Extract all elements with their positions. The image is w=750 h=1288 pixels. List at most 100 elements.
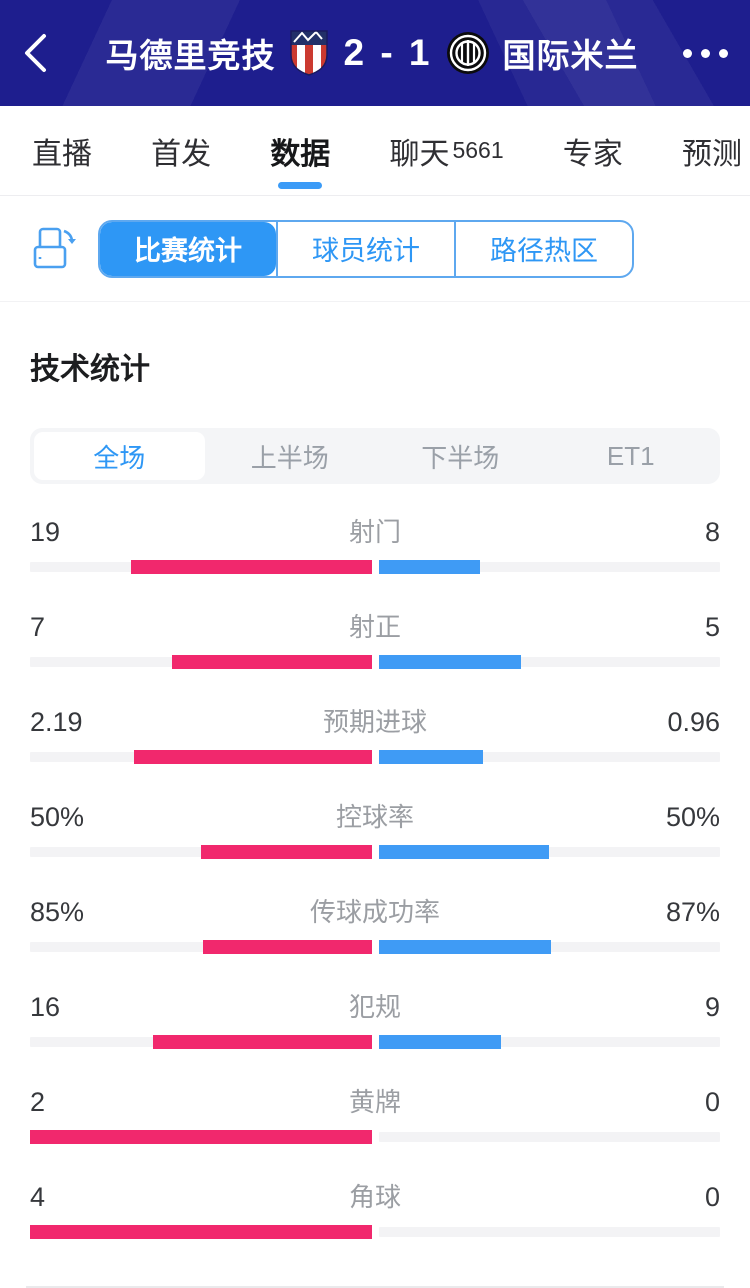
stat-bar — [30, 1130, 720, 1144]
nav-tabbar: 直播 首发 数据 聊天 5661 专家 预测 — [0, 106, 750, 196]
tab-live[interactable]: 直播 — [30, 106, 94, 195]
subtab-player-stats[interactable]: 球员统计 — [276, 221, 454, 276]
stat-row-shots-on-target: 7 射正 5 — [30, 593, 720, 688]
home-bar-fill — [134, 750, 372, 764]
home-value: 2 — [30, 1087, 46, 1117]
stat-bar — [30, 845, 720, 859]
period-tab-et1-label: ET1 — [606, 440, 655, 471]
away-bar-fill — [378, 845, 550, 859]
atletico-madrid-crest-icon — [290, 30, 329, 76]
stats-segmented-control: 比赛统计 球员统计 路径热区 — [98, 219, 634, 278]
rotate-screen-icon[interactable] — [30, 223, 82, 275]
tab-predict-label: 预测 — [681, 137, 742, 171]
away-bar-fill — [378, 750, 483, 764]
ellipsis-dot — [719, 48, 728, 58]
stats-list: 19 射门 8 7 射正 5 2.19 预期进球 0.96 — [30, 484, 720, 1258]
home-value: 50% — [30, 802, 85, 832]
more-options-button[interactable] — [676, 23, 728, 83]
tab-expert[interactable]: 专家 — [561, 106, 625, 195]
period-tab-second-half-label: 下半场 — [421, 442, 500, 473]
stat-bar — [30, 1225, 720, 1239]
stat-bar — [30, 560, 720, 574]
home-bar-fill — [152, 1035, 372, 1049]
tab-expert-label: 专家 — [562, 137, 623, 171]
stat-row-fouls: 16 犯规 9 — [30, 973, 720, 1068]
stat-bar — [30, 750, 720, 764]
inter-milan-logo-icon — [446, 32, 489, 74]
away-bar-fill — [378, 655, 521, 669]
home-value: 2.19 — [30, 707, 83, 737]
tab-chat[interactable]: 聊天 5661 — [387, 106, 505, 195]
home-bar-fill — [200, 845, 372, 859]
stat-row-pass-accuracy: 85% 传球成功率 87% — [30, 878, 720, 973]
tab-live-label: 直播 — [32, 137, 92, 171]
stat-label: 预期进球 — [322, 707, 428, 737]
stat-label: 传球成功率 — [309, 897, 441, 927]
stat-label: 黄牌 — [348, 1087, 402, 1117]
period-tab-first-half-label: 上半场 — [250, 442, 329, 473]
stat-row-shots: 19 射门 8 — [30, 498, 720, 593]
tab-data-label: 数据 — [270, 137, 331, 171]
tab-lineup-label: 首发 — [151, 137, 212, 171]
subtab-heatmap[interactable]: 路径热区 — [454, 221, 632, 276]
away-value: 5 — [704, 612, 720, 642]
home-bar-fill — [30, 1225, 372, 1239]
home-value: 4 — [30, 1182, 46, 1212]
home-value: 85% — [30, 897, 85, 927]
away-bar-fill — [378, 1035, 502, 1049]
home-bar-fill — [131, 560, 372, 574]
stats-subtab-row: 比赛统计 球员统计 路径热区 — [0, 196, 750, 302]
subtab-heatmap-label: 路径热区 — [490, 236, 598, 266]
home-bar-fill — [202, 940, 372, 954]
stat-row-yellow-cards: 2 黄牌 0 — [30, 1068, 720, 1163]
stat-bar — [30, 655, 720, 669]
stat-label: 射正 — [348, 612, 402, 642]
stat-bar — [30, 940, 720, 954]
away-value: 0 — [704, 1182, 720, 1212]
stat-row-corners: 4 角球 0 — [30, 1163, 720, 1258]
away-bar-fill — [378, 560, 480, 574]
period-tabs: 全场 上半场 下半场 ET1 — [30, 428, 720, 484]
tab-data[interactable]: 数据 — [268, 106, 332, 195]
period-tab-et1[interactable]: ET1 — [546, 432, 717, 480]
away-value: 50% — [665, 802, 720, 832]
stat-bar — [30, 1035, 720, 1049]
home-value: 16 — [30, 992, 61, 1022]
tab-chat-label: 聊天 — [389, 137, 450, 171]
period-tab-second-half[interactable]: 下半场 — [375, 432, 546, 480]
period-tab-full-label: 全场 — [93, 442, 146, 473]
scoreboard: 马德里竞技 2 - 1 国际米兰 — [68, 29, 676, 77]
away-team-name: 国际米兰 — [502, 37, 639, 74]
home-bar-fill — [30, 1130, 372, 1144]
section-title: 技术统计 — [30, 353, 150, 386]
away-value: 9 — [704, 992, 720, 1022]
home-team-name: 马德里竞技 — [105, 37, 276, 74]
away-value: 0.96 — [667, 707, 720, 737]
away-value: 8 — [704, 517, 720, 547]
match-score: 2 - 1 — [343, 32, 433, 73]
period-tab-full[interactable]: 全场 — [34, 432, 205, 480]
away-bar-fill — [378, 940, 552, 954]
subtab-player-stats-label: 球员统计 — [312, 236, 420, 266]
ellipsis-dot — [701, 48, 710, 58]
match-header: 马德里竞技 2 - 1 国际米兰 — [0, 0, 750, 106]
ellipsis-dot — [683, 48, 692, 58]
stat-row-possession: 50% 控球率 50% — [30, 783, 720, 878]
away-value: 0 — [704, 1087, 720, 1117]
home-bar-fill — [172, 655, 372, 669]
subtab-match-stats[interactable]: 比赛统计 — [100, 221, 276, 276]
tab-predict[interactable]: 预测 — [680, 106, 744, 195]
back-button[interactable] — [22, 23, 68, 83]
stat-row-expected-goals: 2.19 预期进球 0.96 — [30, 688, 720, 783]
away-value: 87% — [665, 897, 720, 927]
stat-label: 射门 — [348, 517, 402, 547]
tab-lineup[interactable]: 首发 — [149, 106, 213, 195]
chevron-left-icon — [25, 34, 46, 72]
home-value: 19 — [30, 517, 61, 547]
stat-label: 角球 — [348, 1182, 402, 1212]
chat-count-badge: 5661 — [452, 137, 504, 163]
stat-label: 控球率 — [335, 802, 415, 832]
subtab-match-stats-label: 比赛统计 — [134, 236, 242, 266]
period-tab-first-half[interactable]: 上半场 — [205, 432, 376, 480]
home-value: 7 — [30, 612, 46, 642]
